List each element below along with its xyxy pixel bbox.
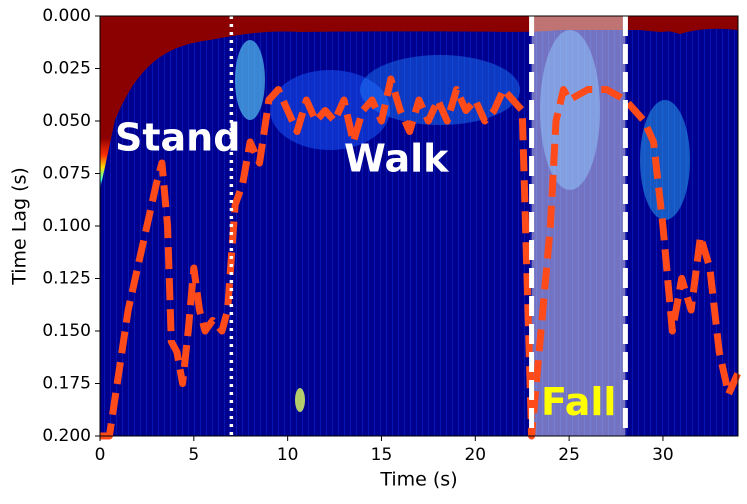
x-tick-label: 0 xyxy=(95,445,106,465)
x-tick-label: 25 xyxy=(558,445,580,465)
y-tick-label: 0.100 xyxy=(42,216,91,236)
x-tick-label: 15 xyxy=(371,445,393,465)
y-tick-label: 0.150 xyxy=(42,321,91,341)
y-tick-label: 0.050 xyxy=(42,111,91,131)
x-tick-label: 30 xyxy=(652,445,674,465)
y-tick-label: 0.125 xyxy=(42,269,91,289)
x-tick-label: 5 xyxy=(188,445,199,465)
y-tick-label: 0.075 xyxy=(42,164,91,184)
heatmap xyxy=(100,16,738,436)
y-axis-label: Time Lag (s) xyxy=(9,167,31,286)
y-tick-label: 0.000 xyxy=(42,6,91,26)
x-tick-label: 10 xyxy=(277,445,299,465)
y-tick-label: 0.025 xyxy=(42,59,91,79)
fall-span xyxy=(531,16,626,436)
annotation: Walk xyxy=(344,136,449,180)
x-axis-label: Time (s) xyxy=(379,469,457,491)
y-tick-label: 0.200 xyxy=(42,426,91,446)
annotation: Fall xyxy=(541,380,616,424)
y-tick-label: 0.175 xyxy=(42,374,91,394)
x-tick-label: 20 xyxy=(464,445,486,465)
annotation: Stand xyxy=(115,115,240,159)
